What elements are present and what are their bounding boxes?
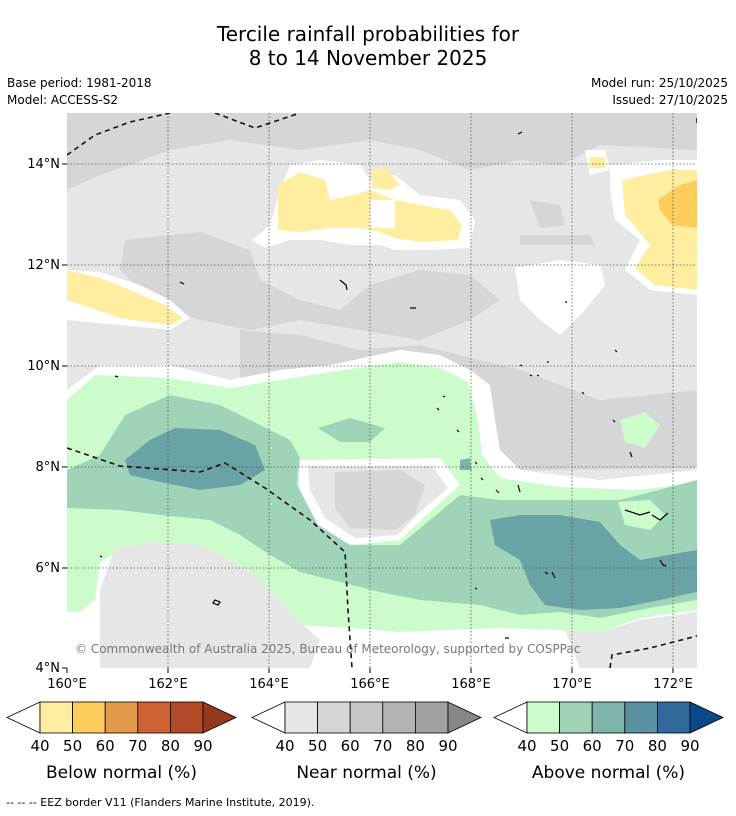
above-normal-swatch xyxy=(624,701,658,734)
near-normal-tick-label: 40 xyxy=(275,737,294,755)
lon-label-166e: 166°E xyxy=(350,677,390,692)
below-normal-swatch xyxy=(104,701,139,734)
lon-label-164e: 164°E xyxy=(249,677,289,692)
above-normal-tick-label: 70 xyxy=(615,737,634,755)
below-normal-tick-label: 70 xyxy=(128,737,147,755)
above-normal-extend-low xyxy=(493,701,528,734)
eez-border xyxy=(67,113,697,668)
above-normal-swatch xyxy=(657,701,691,734)
above-normal-tick-label: 50 xyxy=(550,737,569,755)
legend-below-normal: 40 50 60 70 80 90 Below normal (%) xyxy=(6,701,237,783)
above-normal-swatch xyxy=(526,701,560,734)
near-normal-extend-low xyxy=(251,701,286,734)
below-normal-extend-low xyxy=(6,701,41,734)
near-normal-tick-label: 80 xyxy=(406,737,425,755)
map-panel xyxy=(67,113,697,668)
above-normal-label: Above normal (%) xyxy=(532,763,685,783)
above-normal-tick-label: 60 xyxy=(583,737,602,755)
near-normal-tick-label: 90 xyxy=(438,737,457,755)
near-normal-swatch xyxy=(284,701,318,734)
lon-label-172e: 172°E xyxy=(653,677,693,692)
near-normal-tick-label: 60 xyxy=(341,737,360,755)
lon-label-162e: 162°E xyxy=(148,677,188,692)
above-normal-extend-high xyxy=(689,701,724,734)
below-normal-tick-label: 90 xyxy=(193,737,212,755)
near-normal-swatch xyxy=(414,701,449,734)
below-normal-tick-label: 50 xyxy=(63,737,82,755)
near-normal-swatch xyxy=(349,701,384,734)
title-line-2: 8 to 14 November 2025 xyxy=(248,46,488,70)
below-normal-swatch xyxy=(169,701,204,734)
lon-label-170e: 170°E xyxy=(552,677,592,692)
above-normal-tick-label: 80 xyxy=(648,737,667,755)
near-normal-swatch xyxy=(382,701,416,734)
lon-label-160e: 160°E xyxy=(47,677,87,692)
graticule xyxy=(67,113,697,668)
near-normal-swatch xyxy=(317,701,351,734)
above-normal-swatch xyxy=(591,701,626,734)
above-normal-swatch xyxy=(559,701,593,734)
title-line-1: Tercile rainfall probabilities for xyxy=(216,22,520,46)
below-normal-tick-label: 60 xyxy=(96,737,115,755)
islands xyxy=(99,131,669,639)
lat-label-12n: 12°N xyxy=(27,258,60,273)
near-normal-tick-label: 70 xyxy=(373,737,392,755)
copyright-text: © Commonwealth of Australia 2025, Bureau… xyxy=(75,642,580,656)
below-normal-extend-high xyxy=(202,701,237,734)
below-normal-tick-label: 80 xyxy=(161,737,180,755)
legend-above-normal: 40 50 60 70 80 90 Above normal (%) xyxy=(493,701,724,783)
above-normal-tick-label: 40 xyxy=(517,737,536,755)
eez-footnote: -- -- -- EEZ border V11 (Flanders Marine… xyxy=(6,796,315,809)
below-normal-tick-label: 40 xyxy=(30,737,49,755)
below-normal-swatch xyxy=(137,701,171,734)
below-normal-swatch xyxy=(39,701,73,734)
near-normal-tick-label: 50 xyxy=(308,737,327,755)
lon-label-168e: 168°E xyxy=(451,677,491,692)
lat-label-8n: 8°N xyxy=(36,460,61,475)
near-normal-extend-high xyxy=(447,701,482,734)
below-normal-swatch xyxy=(72,701,106,734)
lat-label-10n: 10°N xyxy=(27,359,60,374)
base-period: Base period: 1981-2018 xyxy=(7,76,152,90)
issued-date: Issued: 27/10/2025 xyxy=(612,93,728,107)
near-normal-label: Near normal (%) xyxy=(296,763,436,783)
axis-ticks xyxy=(62,163,674,673)
model-name: Model: ACCESS-S2 xyxy=(7,93,119,107)
lat-label-6n: 6°N xyxy=(36,561,61,576)
model-run: Model run: 25/10/2025 xyxy=(590,76,728,90)
below-normal-label: Below normal (%) xyxy=(46,763,197,783)
lat-label-4n: 4°N xyxy=(36,661,61,676)
lat-label-14n: 14°N xyxy=(27,157,60,172)
above-normal-tick-label: 90 xyxy=(680,737,699,755)
